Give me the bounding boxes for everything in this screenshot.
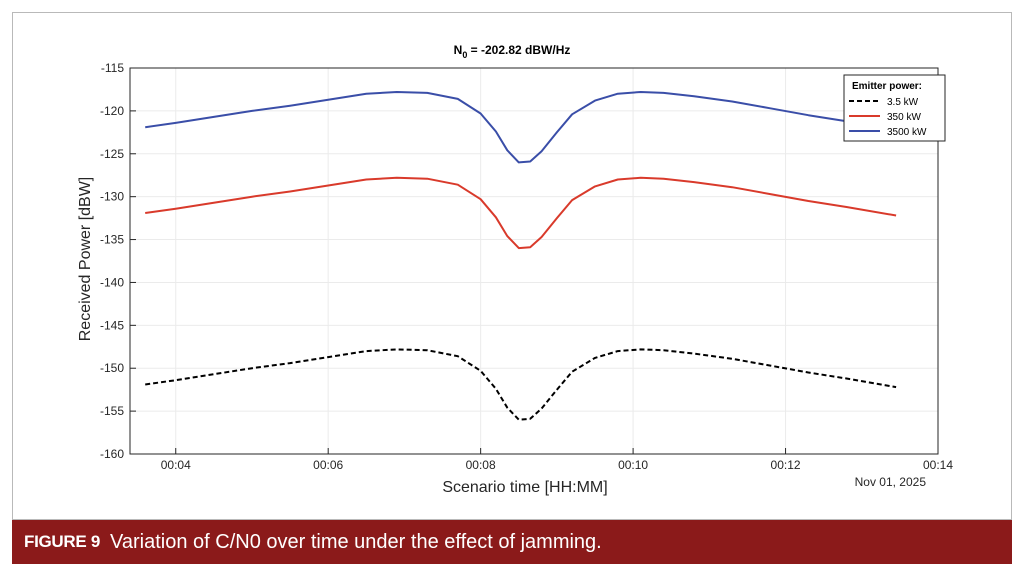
y-tick-label: -125 — [100, 147, 124, 161]
legend-title: Emitter power: — [852, 81, 922, 92]
legend: Emitter power: 3.5 kW 350 kW 3500 kW — [843, 74, 946, 142]
grid-lines — [130, 67, 939, 455]
series-line-350-kw — [145, 176, 897, 250]
x-tick-label: 00:10 — [618, 458, 648, 472]
legend-label-3500kw: 3500 kW — [887, 127, 927, 138]
figure-frame: -115 -120 -125 -130 -135 -140 -145 -150 -155 -160… — [12, 12, 1012, 520]
x-axis-label: Scenario time [HH:MM] — [442, 479, 607, 496]
y-tick-label: -155 — [100, 404, 124, 418]
series-lines — [145, 91, 897, 421]
legend-label-3-5kw: 3.5 kW — [887, 97, 919, 108]
caption-text: Variation of C/N0 over time under the ef… — [110, 530, 602, 553]
x-tick-label: 00:06 — [313, 458, 343, 472]
legend-label-350kw: 350 kW — [887, 112, 921, 123]
y-tick-label: -130 — [100, 190, 124, 204]
x-tick-label: 00:14 — [923, 458, 953, 472]
caption-label: FIGURE 9 — [24, 532, 101, 551]
x-tick-label: 00:08 — [466, 458, 496, 472]
y-tick-label: -145 — [100, 318, 124, 332]
y-tick-label: -140 — [100, 275, 124, 289]
y-axis-label: Received Power [dBW] — [77, 177, 94, 342]
y-tick-label: -160 — [100, 447, 124, 461]
x-tick-label: 00:04 — [161, 458, 191, 472]
x-tick-label: 00:12 — [771, 458, 801, 472]
line-chart: -115 -120 -125 -130 -135 -140 -145 -150 -155 -160… — [77, 43, 953, 496]
y-tick-label: -135 — [100, 233, 124, 247]
series-line-3500-kw — [145, 91, 862, 164]
figure-caption: FIGURE 9 Variation of C/N0 over time und… — [12, 520, 1012, 564]
axis-ticks: -115 -120 -125 -130 -135 -140 -145 -150 -155 -160… — [100, 61, 953, 472]
y-tick-label: -115 — [101, 61, 124, 75]
date-label: Nov 01, 2025 — [855, 475, 927, 489]
y-tick-label: -120 — [100, 104, 124, 118]
chart-title: N0 = -202.82 dBW/Hz — [454, 43, 571, 60]
y-tick-label: -150 — [100, 361, 124, 375]
series-line-3-5-kw — [145, 348, 897, 421]
plot-area — [129, 67, 939, 455]
